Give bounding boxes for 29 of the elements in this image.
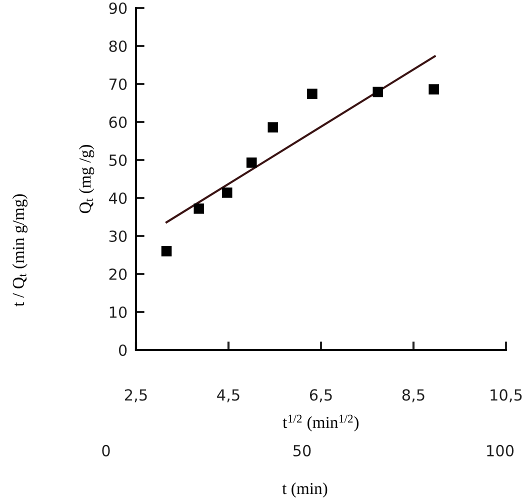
text: t (min) — [282, 482, 328, 498]
y-tick-label: 90 — [109, 2, 127, 14]
point — [246, 158, 257, 168]
point — [194, 203, 204, 214]
text: t / Q$_{t}$ (min g/mg) — [12, 194, 28, 306]
point — [268, 122, 278, 132]
x-tick-label: 6,5 — [310, 389, 332, 402]
x-tick-label: 8,5 — [402, 389, 424, 402]
y-tick-label: 0 — [118, 344, 127, 356]
x-tick-label: 2,5 — [124, 389, 147, 402]
text: 100 — [487, 444, 514, 456]
y-tick-label: 40 — [108, 192, 127, 204]
y-tick-label: 30 — [109, 230, 127, 242]
y-tick-label: 80 — [109, 40, 127, 52]
y-tick-label: 60 — [109, 116, 127, 128]
x-tick-label: 10,5 — [490, 389, 522, 402]
x-axis-title: t$^{1/2}$ (min$^{1/2}$) — [282, 414, 359, 432]
x-tick-label: 4,5 — [217, 389, 240, 402]
y-axis-title: Q$_{t}$ (mg /g) — [79, 144, 94, 214]
y-tick-label: 10 — [110, 306, 127, 318]
y-tick-label: 20 — [109, 268, 127, 280]
point — [222, 188, 232, 198]
y-tick-label: 50 — [109, 154, 127, 166]
point — [307, 88, 318, 100]
text: 50 — [293, 444, 311, 456]
y-tick-label: 70 — [109, 78, 127, 90]
point — [372, 86, 384, 98]
point — [428, 84, 439, 94]
point — [161, 246, 172, 256]
